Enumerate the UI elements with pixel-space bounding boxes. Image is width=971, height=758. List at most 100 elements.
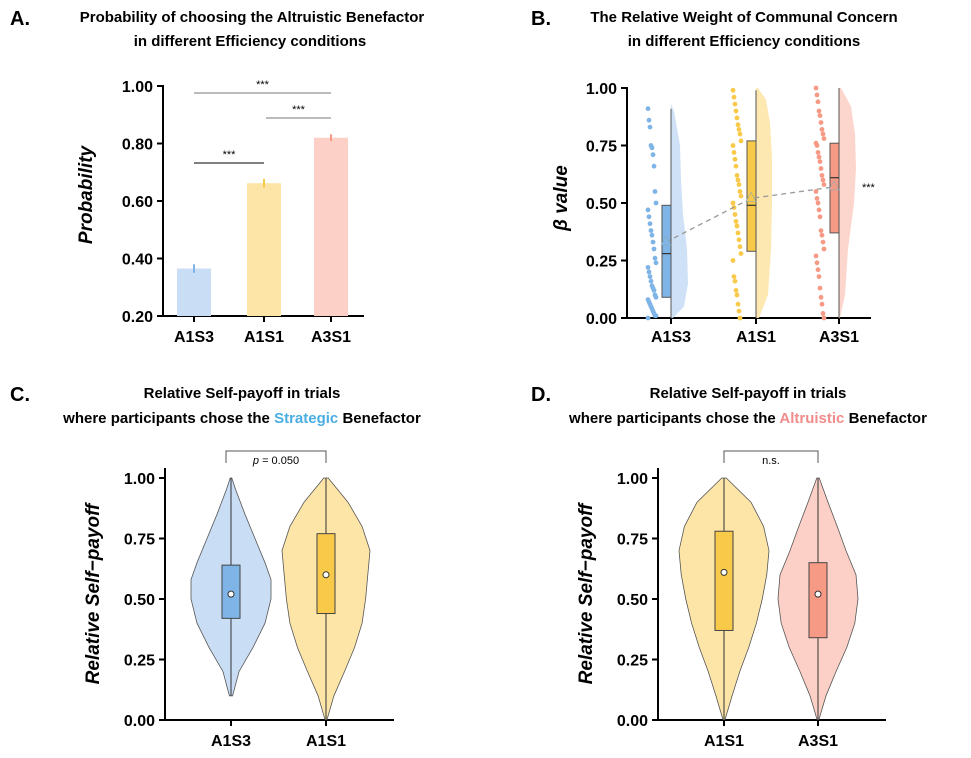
panel-b-data-point	[649, 232, 655, 238]
panel-b-data-point	[820, 239, 826, 245]
panel-d-title-line2: where participants chose the Altruistic …	[568, 410, 927, 427]
panel-b-data-point	[735, 301, 741, 307]
panel-b-data-point	[653, 200, 659, 206]
panel-d-x-tick-label: A3S1	[798, 733, 838, 750]
panel-b-data-point	[820, 131, 826, 137]
panel-a-bar-a3s1	[314, 137, 348, 316]
panel-b-x-tick-label: A3S1	[819, 329, 859, 346]
panel-b-data-point	[736, 182, 742, 188]
panel-b-data-point	[815, 267, 821, 273]
panel-d-header: D. Relative Self-payoff in trials where …	[531, 384, 927, 427]
panel-b-mean-trend-line	[665, 186, 835, 243]
panel-a-x-tick-label: A3S1	[311, 329, 351, 346]
panel-b-data-point	[816, 207, 822, 213]
panel-c-y-tick-label: 0.00	[124, 713, 155, 730]
panel-b-data-point	[736, 126, 742, 132]
panel-a-x-tick-label: A1S3	[174, 329, 214, 346]
panel-c-median-point	[322, 571, 330, 579]
panel-b-trend-significance-label: ***	[862, 182, 876, 194]
panel-b-data-point	[738, 138, 744, 144]
panel-c-title-line2: where participants chose the Strategic B…	[62, 410, 421, 427]
panel-a-y-tick-label: 0.20	[122, 309, 153, 326]
panel-b-data-point	[647, 124, 653, 130]
panel-a-label: A.	[10, 8, 30, 30]
panel-b-data-point	[650, 239, 656, 245]
panel-c-title-keyword: Strategic	[274, 410, 338, 427]
panel-d-y-tick-label: 0.50	[617, 592, 648, 609]
panel-d-title-pre: where participants chose the	[568, 410, 779, 427]
panel-c-comparison-label-value: = 0.050	[259, 455, 299, 467]
panel-b-data-point	[821, 136, 827, 142]
panel-b-data-point	[733, 163, 739, 169]
panel-a-significance-label: ***	[223, 149, 237, 161]
panel-b-data-point	[815, 200, 821, 206]
panel-b-data-point	[813, 85, 819, 91]
panel-c-x-tick-label: A1S1	[306, 733, 346, 750]
panel-a-y-axis-label: Probability	[76, 144, 97, 244]
panel-a-bar-a1s1	[247, 183, 281, 316]
panel-b-data-point	[651, 163, 657, 169]
panel-d-comparison-bracket	[723, 450, 819, 463]
panel-a-chart: 0.20 0.40 0.60 0.80 1.00 Probability A1S3 A1S1 A…	[76, 79, 364, 346]
panel-b-data-point	[814, 260, 820, 266]
panel-b-y-axis-label: β value	[551, 165, 572, 232]
panel-c-x-tick-label: A1S3	[211, 733, 251, 750]
panel-b-data-point	[651, 288, 657, 293]
panel-b-data-point	[819, 126, 825, 132]
panel-c-label: C.	[10, 384, 30, 406]
panel-c-title-pre: where participants chose the	[62, 410, 274, 427]
panel-b-title-line2: in different Efficiency conditions	[628, 33, 861, 50]
panel-b-data-point	[649, 145, 655, 151]
panel-a-x-tick-label: A1S1	[244, 329, 284, 346]
panel-b-data-point	[732, 156, 738, 162]
panel-b-data-point	[817, 113, 823, 118]
panel-c-title-line1: Relative Self-payoff in trials	[144, 385, 341, 402]
panel-c-chart: 0.00 0.25 0.50 0.75 1.00 Relative Self−payoff…	[83, 450, 394, 750]
panel-b-data-point	[737, 131, 743, 137]
panel-d-comparison-label-value: n.s.	[762, 455, 780, 467]
panel-b-y-tick-label: 0.50	[586, 196, 617, 213]
panel-a-y-tick-label: 0.60	[122, 194, 153, 211]
panel-d-y-tick-label: 0.25	[617, 653, 648, 670]
panel-b-data-point	[820, 311, 826, 316]
panel-b-data-point	[650, 152, 656, 158]
panel-b-data-point	[737, 315, 743, 321]
panel-c-y-tick-label: 0.75	[124, 532, 155, 549]
panel-b-mean-triangle	[745, 191, 757, 202]
panel-c-header: C. Relative Self-payoff in trials where …	[10, 384, 421, 427]
panel-b-y-tick-label: 0.75	[586, 139, 617, 156]
panel-b-data-point	[646, 117, 652, 123]
panel-b-data-point	[645, 315, 651, 321]
panel-d-title-post: Benefactor	[844, 410, 927, 427]
panel-b-data-point	[736, 237, 742, 243]
panel-b-data-point	[821, 315, 827, 321]
panel-c-y-tick-label: 1.00	[124, 471, 155, 488]
panel-b-data-point	[646, 269, 652, 275]
panel-d-median-point	[720, 568, 728, 576]
panel-b-mean-triangle	[660, 235, 672, 246]
panel-b-header: B. The Relative Weight of Communal Conce…	[531, 8, 898, 50]
panel-b-data-point	[731, 94, 737, 100]
panel-a-significance-label: ***	[292, 104, 306, 116]
panel-b-data-point	[732, 212, 738, 217]
panel-b-data-point	[733, 219, 739, 224]
panel-b-data-point	[816, 154, 822, 160]
panel-b-x-tick-label: A1S3	[651, 329, 691, 346]
panel-b-data-point	[817, 159, 823, 165]
panel-b-data-point	[818, 166, 824, 171]
panel-b-data-point	[653, 260, 659, 266]
panel-b-data-point	[645, 106, 651, 112]
panel-a-y-tick-label: 1.00	[122, 79, 153, 96]
panel-c-y-tick-label: 0.50	[124, 592, 155, 609]
panel-a-title-line2: in different Efficiency conditions	[134, 33, 367, 50]
panel-b-data-point	[819, 301, 825, 307]
panel-b-data-point	[733, 108, 739, 114]
panel-b-data-point	[735, 230, 741, 236]
panel-a-y-tick-label: 0.40	[122, 252, 153, 269]
panel-c-title-post: Benefactor	[338, 410, 421, 427]
panel-b-data-point	[732, 278, 738, 284]
panel-d-title-keyword: Altruistic	[779, 410, 844, 427]
panel-b-data-point	[730, 87, 736, 93]
panel-b-data-point	[730, 200, 736, 206]
